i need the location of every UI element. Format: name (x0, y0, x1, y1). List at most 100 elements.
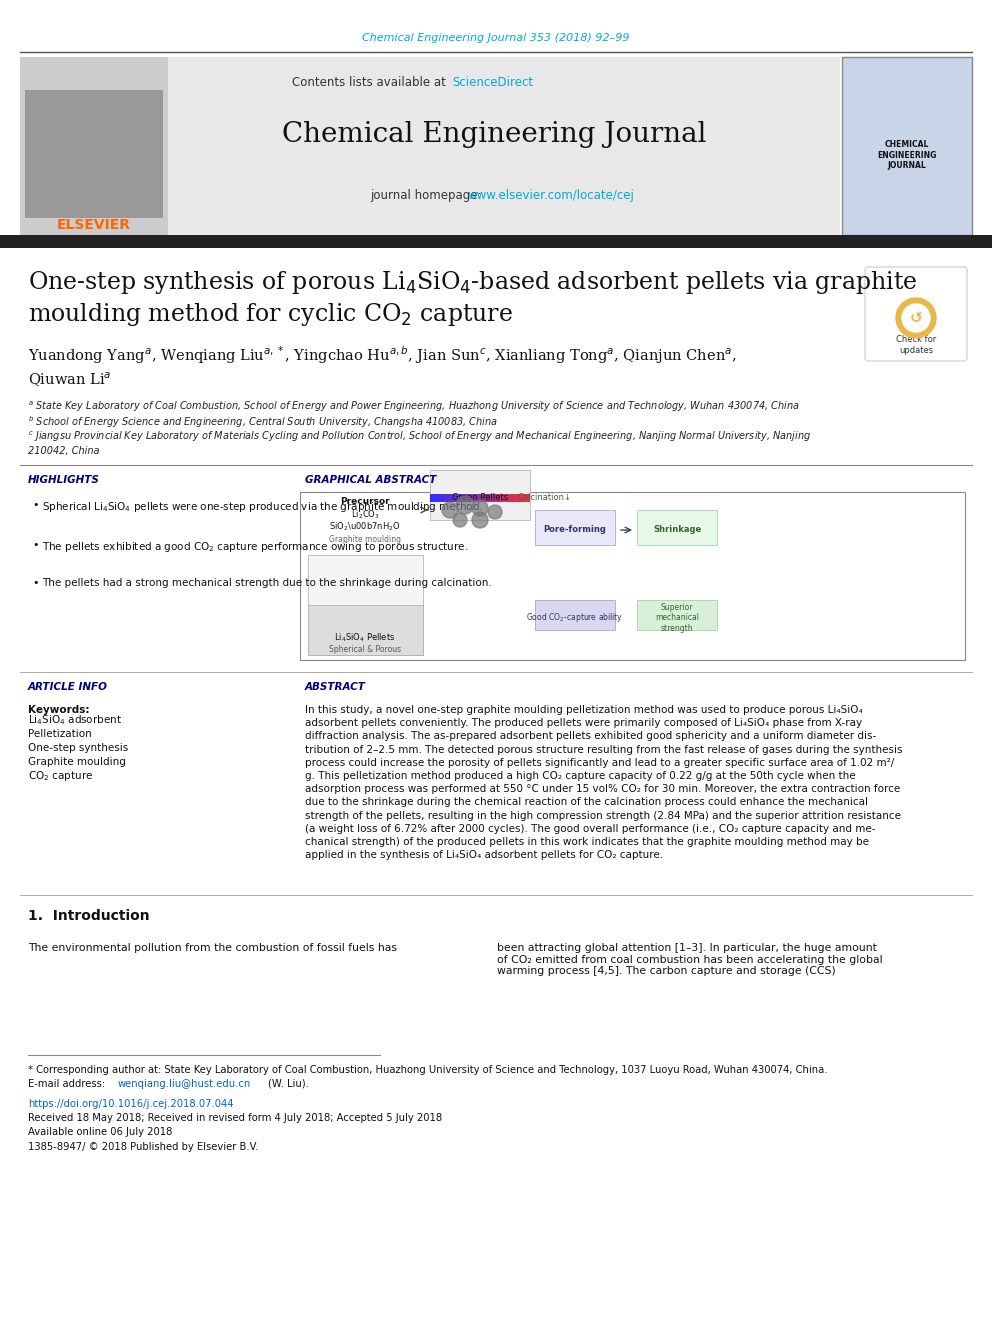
Text: Precursor: Precursor (340, 497, 390, 507)
Text: chanical strength) of the produced pellets in this work indicates that the graph: chanical strength) of the produced pelle… (305, 837, 869, 847)
Text: Li$_2$CO$_3$: Li$_2$CO$_3$ (350, 509, 380, 521)
Bar (465, 493, 470, 501)
Text: moulding method for cyclic CO$_2$ capture: moulding method for cyclic CO$_2$ captur… (28, 302, 513, 328)
Text: (a weight loss of 6.72% after 2000 cycles). The good overall performance (i.e., : (a weight loss of 6.72% after 2000 cycle… (305, 824, 876, 833)
Bar (445, 493, 450, 501)
Bar (485, 493, 490, 501)
Bar (470, 493, 475, 501)
Text: •: • (32, 540, 39, 550)
Circle shape (456, 496, 474, 515)
Text: The environmental pollution from the combustion of fossil fuels has: The environmental pollution from the com… (28, 943, 397, 953)
Text: www.elsevier.com/locate/cej: www.elsevier.com/locate/cej (468, 189, 635, 202)
Text: tribution of 2–2.5 mm. The detected porous structure resulting from the fast rel: tribution of 2–2.5 mm. The detected poro… (305, 745, 903, 754)
Text: Green Pellets: Green Pellets (452, 493, 508, 503)
Text: Spherical & Porous: Spherical & Porous (329, 646, 401, 655)
Text: applied in the synthesis of Li₄SiO₄ adsorbent pellets for CO₂ capture.: applied in the synthesis of Li₄SiO₄ adso… (305, 851, 663, 860)
Text: ABSTRACT: ABSTRACT (305, 681, 366, 692)
Text: Chemical Engineering Journal 353 (2018) 92–99: Chemical Engineering Journal 353 (2018) … (362, 33, 630, 44)
Bar (520, 493, 525, 501)
Text: Pelletization: Pelletization (28, 729, 91, 740)
Text: ScienceDirect: ScienceDirect (452, 75, 533, 89)
Text: strength of the pellets, resulting in the high compression strength (2.84 MPa) a: strength of the pellets, resulting in th… (305, 811, 901, 820)
Text: CO$_2$ capture: CO$_2$ capture (28, 769, 93, 783)
Bar (20, 57, 840, 235)
Bar (460, 493, 465, 501)
Text: Graphite moulding: Graphite moulding (329, 536, 401, 545)
Text: One-step synthesis: One-step synthesis (28, 744, 128, 753)
Text: Pore-forming: Pore-forming (544, 525, 606, 534)
Text: 1385-8947/ © 2018 Published by Elsevier B.V.: 1385-8947/ © 2018 Published by Elsevier … (28, 1142, 259, 1152)
FancyBboxPatch shape (865, 267, 967, 361)
Bar (455, 493, 460, 501)
Circle shape (472, 512, 488, 528)
Bar (515, 493, 520, 501)
Text: ELSEVIER: ELSEVIER (57, 218, 131, 232)
Text: Chemical Engineering Journal: Chemical Engineering Journal (282, 122, 706, 148)
Bar (308, 556, 423, 655)
Bar (510, 493, 515, 501)
Circle shape (453, 513, 467, 527)
Bar (535, 509, 615, 545)
Text: ↺: ↺ (910, 311, 923, 325)
Text: Yuandong Yang$^a$, Wenqiang Liu$^{a,*}$, Yingchao Hu$^{a,b}$, Jian Sun$^c$, Xian: Yuandong Yang$^a$, Wenqiang Liu$^{a,*}$,… (28, 344, 737, 366)
Text: $^b$ School of Energy Science and Engineering, Central South University, Changsh: $^b$ School of Energy Science and Engine… (28, 414, 498, 430)
Text: In this study, a novel one-step graphite moulding pelletization method was used : In this study, a novel one-step graphite… (305, 705, 863, 714)
Bar (480, 493, 485, 501)
Bar (20, 57, 168, 235)
Text: process could increase the porosity of pellets significantly and lead to a great: process could increase the porosity of p… (305, 758, 894, 767)
Text: •: • (32, 578, 39, 587)
Bar (0, 235, 992, 247)
Text: Contents lists available at: Contents lists available at (293, 75, 450, 89)
Text: Available online 06 July 2018: Available online 06 July 2018 (28, 1127, 173, 1136)
Text: The pellets exhibited a good CO$_2$ capture performance owing to porous structur: The pellets exhibited a good CO$_2$ capt… (42, 540, 468, 554)
Text: $^a$ State Key Laboratory of Coal Combustion, School of Energy and Power Enginee: $^a$ State Key Laboratory of Coal Combus… (28, 400, 800, 414)
Bar (300, 492, 965, 660)
Text: https://doi.org/10.1016/j.cej.2018.07.044: https://doi.org/10.1016/j.cej.2018.07.04… (28, 1099, 233, 1109)
Text: adsorbent pellets conveniently. The produced pellets were primarily composed of : adsorbent pellets conveniently. The prod… (305, 718, 862, 728)
Bar (535, 601, 615, 630)
Text: The pellets had a strong mechanical strength due to the shrinkage during calcina: The pellets had a strong mechanical stre… (42, 578, 492, 587)
Text: One-step synthesis of porous Li$_4$SiO$_4$-based adsorbent pellets via graphite: One-step synthesis of porous Li$_4$SiO$_… (28, 270, 918, 296)
Text: 210042, China: 210042, China (28, 446, 99, 456)
Text: Keywords:: Keywords: (28, 705, 89, 714)
Bar (490, 493, 495, 501)
Bar (842, 57, 972, 235)
Text: been attracting global attention [1–3]. In particular, the huge amount
of CO₂ em: been attracting global attention [1–3]. … (497, 943, 883, 976)
Text: 1.  Introduction: 1. Introduction (28, 909, 150, 923)
Bar (308, 605, 423, 655)
Text: wenqiang.liu@hust.edu.cn: wenqiang.liu@hust.edu.cn (118, 1080, 251, 1089)
Text: diffraction analysis. The as-prepared adsorbent pellets exhibited good sphericit: diffraction analysis. The as-prepared ad… (305, 732, 876, 741)
Text: HIGHLIGHTS: HIGHLIGHTS (28, 475, 100, 486)
Text: Li$_4$SiO$_4$ adsorbent: Li$_4$SiO$_4$ adsorbent (28, 713, 122, 726)
Circle shape (488, 505, 502, 519)
Text: (W. Liu).: (W. Liu). (268, 1080, 309, 1089)
Text: GRAPHICAL ABSTRACT: GRAPHICAL ABSTRACT (305, 475, 436, 486)
Bar (637, 509, 717, 545)
Bar (450, 493, 455, 501)
Text: SiO$_2$\u00b7nH$_2$O: SiO$_2$\u00b7nH$_2$O (329, 521, 401, 533)
Text: Superior
mechanical
strength: Superior mechanical strength (655, 603, 699, 632)
Circle shape (472, 500, 488, 516)
Text: CHEMICAL
ENGINEERING
JOURNAL: CHEMICAL ENGINEERING JOURNAL (877, 140, 936, 169)
Text: Calcination↓: Calcination↓ (518, 493, 572, 503)
Bar (440, 493, 445, 501)
Text: •: • (32, 500, 39, 509)
Text: Shrinkage: Shrinkage (653, 525, 701, 534)
Bar (430, 493, 435, 501)
Text: ARTICLE INFO: ARTICLE INFO (28, 681, 108, 692)
Text: Li$_4$SiO$_4$ Pellets: Li$_4$SiO$_4$ Pellets (334, 632, 396, 644)
Bar (25, 90, 163, 218)
Text: * Corresponding author at: State Key Laboratory of Coal Combustion, Huazhong Uni: * Corresponding author at: State Key Lab… (28, 1065, 827, 1076)
Circle shape (902, 304, 930, 332)
Text: g. This pelletization method produced a high CO₂ capture capacity of 0.22 g/g at: g. This pelletization method produced a … (305, 771, 856, 781)
Circle shape (442, 501, 458, 519)
Text: due to the shrinkage during the chemical reaction of the calcination process cou: due to the shrinkage during the chemical… (305, 798, 868, 807)
Bar (495, 493, 500, 501)
Circle shape (896, 298, 936, 337)
Bar (430, 470, 530, 520)
Text: Received 18 May 2018; Received in revised form 4 July 2018; Accepted 5 July 2018: Received 18 May 2018; Received in revise… (28, 1113, 442, 1123)
Text: Graphite moulding: Graphite moulding (28, 757, 126, 767)
Text: $^c$ Jiangsu Provincial Key Laboratory of Materials Cycling and Pollution Contro: $^c$ Jiangsu Provincial Key Laboratory o… (28, 430, 811, 445)
Text: Good CO$_2$-capture ability: Good CO$_2$-capture ability (527, 611, 624, 624)
Text: journal homepage:: journal homepage: (370, 189, 485, 202)
